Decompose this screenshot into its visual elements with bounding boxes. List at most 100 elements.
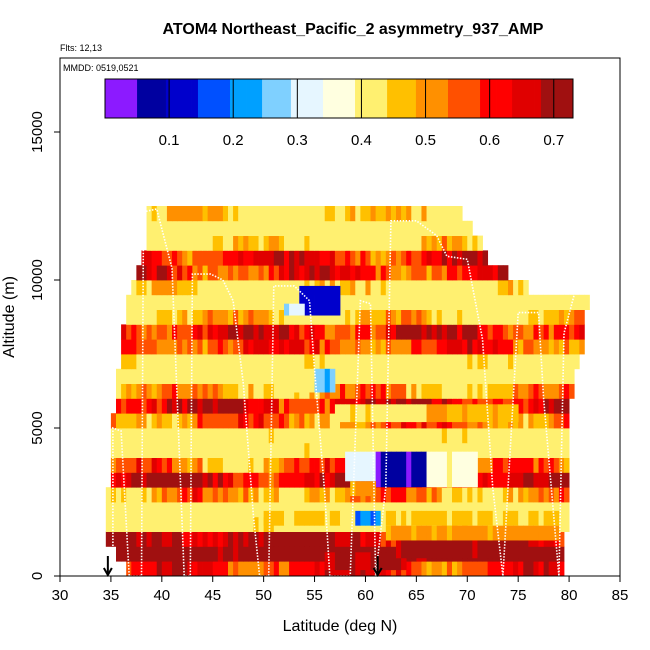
heatmap-cell [278,502,285,518]
heatmap-cell [564,413,570,429]
heatmap-cell [278,309,285,325]
colorbar-segment [226,79,231,118]
colorbar-tick-label: 0.6 [479,132,500,149]
heatmap-cell [548,339,555,355]
heatmap-feature-cell [416,540,422,559]
heatmap-cell [518,428,524,444]
heatmap-cell [375,250,382,266]
heatmap-cell [177,531,183,547]
heatmap-cell [340,442,346,458]
heatmap-cell [126,531,132,547]
heatmap-cell [146,220,153,236]
heatmap-cell [365,309,371,325]
colorbar-segment [412,79,417,118]
colorbar-segment [230,79,234,118]
heatmap-cell [334,250,341,266]
heatmap-cell [253,413,259,429]
heatmap-cell [156,324,163,340]
heatmap-cell [462,368,468,384]
heatmap-cell [533,457,539,473]
heatmap-cell [502,368,509,384]
heatmap-cell [126,383,132,399]
heatmap-feature-cell [452,510,458,526]
heatmap-cell [212,235,219,251]
colorbar-segment [377,79,382,118]
heatmap-feature-cell [390,510,397,526]
heatmap-cell [380,428,387,444]
heatmap-cell [340,354,346,370]
heatmap-cell [212,561,219,577]
heatmap-cell [177,235,183,251]
colorbar-tick-label: 0.3 [287,132,308,149]
heatmap-cell [421,502,427,518]
heatmap-feature-cell [508,510,514,526]
heatmap-feature-cell [508,404,514,423]
heatmap-cell [421,309,427,325]
heatmap-cell [228,354,234,370]
heatmap-cell [207,280,214,296]
heatmap-cell [370,428,377,444]
heatmap-feature-cell [452,451,458,488]
heatmap-cell [360,265,366,281]
heatmap-cell [228,206,234,222]
heatmap-cell [502,280,509,296]
heatmap-cell [329,220,336,236]
heatmap-cell [197,220,203,236]
heatmap-cell [294,206,300,222]
heatmap-cell [533,383,539,399]
heatmap-cell [192,472,198,488]
heatmap-cell [238,442,244,458]
heatmap-cell [467,250,473,266]
heatmap-cell [151,398,158,414]
heatmap-cell [462,220,468,236]
heatmap-cell [233,235,239,251]
heatmap-cell [131,546,137,562]
heatmap-cell [212,339,219,355]
heatmap-cell [426,280,433,296]
heatmap-cell [187,531,193,547]
heatmap-cell [217,309,224,325]
heatmap-feature-cell [390,552,397,571]
heatmap-cell [197,354,203,370]
heatmap-cell [365,235,371,251]
heatmap-cell [579,339,585,355]
heatmap-cell [217,561,224,577]
heatmap-cell [212,250,219,266]
heatmap-cell [248,398,254,414]
heatmap-cell [319,354,326,370]
heatmap-cell [355,250,361,266]
heatmap-cell [141,265,147,281]
heatmap-cell [228,487,234,503]
heatmap-cell [217,235,224,251]
heatmap-cell [370,294,377,310]
heatmap-cell [375,235,382,251]
colorbar-segment [438,79,442,118]
heatmap-feature-cell [452,404,458,423]
heatmap-cell [126,368,132,384]
heatmap-cell [289,206,295,222]
heatmap-cell [172,531,178,547]
heatmap-cell [166,280,173,296]
heatmap-cell [355,220,361,236]
heatmap-cell [436,442,443,458]
heatmap-cell [477,354,483,370]
heatmap-cell [401,280,407,296]
heatmap-cell [121,324,127,340]
heatmap-feature-cell [334,285,341,316]
heatmap-cell [263,457,270,473]
heatmap-cell [166,383,173,399]
heatmap-cell [273,531,280,547]
heatmap-feature-cell [329,510,336,526]
heatmap-cell [406,428,412,444]
heatmap-cell [207,354,214,370]
heatmap-cell [299,235,305,251]
heatmap-cell [268,442,275,458]
heatmap-cell [278,206,285,222]
heatmap-cell [228,383,234,399]
heatmap-cell [502,561,509,577]
heatmap-cell [192,561,198,577]
heatmap-cell [390,235,397,251]
heatmap-cell [172,354,178,370]
heatmap-cell [284,294,290,310]
heatmap-cell [243,398,249,414]
